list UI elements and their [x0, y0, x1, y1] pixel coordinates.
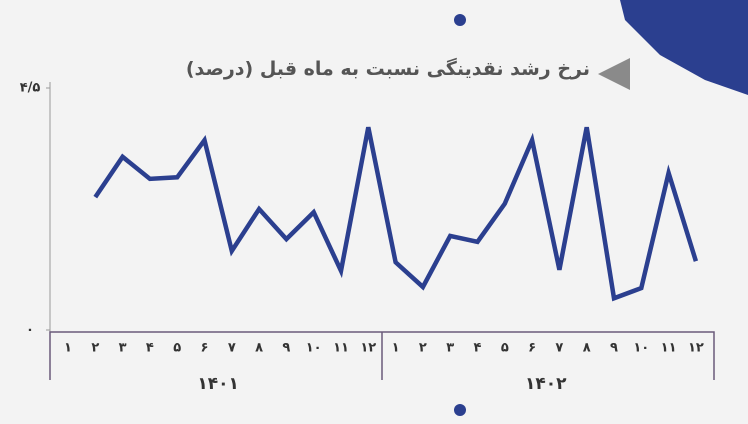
x-tick-label: ۱۱ [661, 341, 677, 356]
x-tick-label: ۲ [91, 341, 99, 356]
x-tick-label: ۱۰ [306, 341, 322, 356]
dot-decoration [454, 404, 466, 416]
x-tick-label: ۷ [228, 341, 236, 356]
x-tick-label: ۷ [555, 341, 563, 356]
x-tick-label: ۳ [119, 341, 127, 356]
x-tick-label: ۵ [173, 341, 181, 356]
chart-title: نرخ رشد نقدینگی نسبت به ماه قبل (درصد) [185, 58, 590, 80]
x-tick-label: ۸ [583, 341, 591, 356]
x-tick-label: ۵ [501, 341, 509, 356]
x-tick-label: ۱۰ [633, 341, 649, 356]
tape-decoration [620, 0, 748, 95]
x-tick-label: ۶ [201, 341, 209, 356]
x-tick-label: ۱۲ [360, 341, 376, 356]
x-tick-label: ۱ [64, 341, 72, 356]
x-tick-label: ۹ [282, 341, 290, 356]
x-tick-label: ۹ [610, 341, 618, 356]
y-tick-label: ۴/۵ [20, 81, 41, 96]
x-tick-label: ۲ [419, 341, 427, 356]
y-tick-label: ۰ [26, 323, 34, 338]
x-tick-label: ۱ [392, 341, 400, 356]
title-arrow [598, 58, 630, 90]
x-tick-label: ۳ [446, 341, 454, 356]
x-tick-label: ۶ [528, 341, 536, 356]
x-tick-label: ۱۲ [688, 341, 704, 356]
x-tick-label: ۸ [255, 341, 263, 356]
x-tick-label: ۱۱ [333, 341, 349, 356]
x-tick-label: ۴ [146, 341, 154, 356]
group-label: ۱۴۰۲ [525, 374, 567, 394]
data-line [93, 126, 699, 302]
x-axis-bracket [49, 331, 715, 380]
x-tick-label: ۴ [474, 341, 482, 356]
group-label: ۱۴۰۱ [197, 374, 239, 394]
dot-decoration [454, 14, 466, 26]
